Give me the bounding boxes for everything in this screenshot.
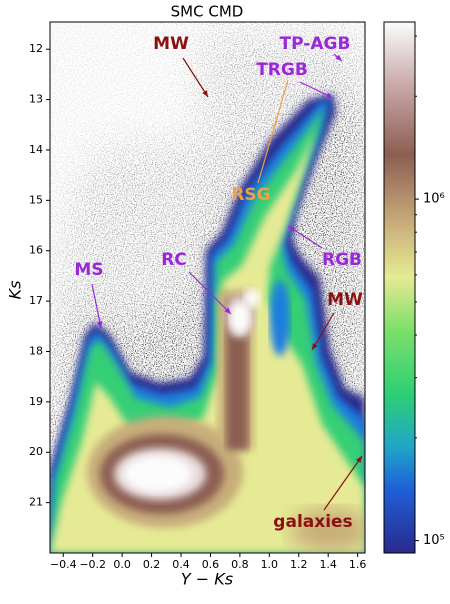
x-tick-label: 1.4 — [319, 558, 337, 571]
y-axis-label: Ks — [6, 281, 25, 300]
annotation-label: RC — [161, 250, 187, 270]
x-tick-label: 0.4 — [172, 558, 190, 571]
colorbar — [383, 21, 416, 554]
annotation-label: MS — [74, 260, 103, 280]
y-tick-label: 14 — [29, 143, 43, 156]
annotation-arrow — [188, 271, 232, 315]
x-tick-label: 0.0 — [113, 558, 131, 571]
annotation-arrow — [311, 312, 335, 351]
y-tick-label: 18 — [29, 344, 43, 357]
annotation-arrowhead — [326, 92, 333, 98]
y-tick-label: 15 — [29, 193, 43, 206]
annotation-arrow — [91, 283, 102, 329]
annotation-label: galaxies — [273, 512, 352, 532]
x-tick-label: 1.0 — [261, 558, 279, 571]
annotation-arrowhead — [356, 456, 362, 463]
x-tick-label: 1.6 — [349, 558, 367, 571]
annotation-arrow — [323, 455, 363, 511]
y-tick-label: 12 — [29, 42, 43, 55]
annotation-label: RGB — [322, 250, 362, 270]
x-tick-label: −0.2 — [79, 558, 106, 571]
y-tick-label: 16 — [29, 244, 43, 257]
annotation-arrowhead — [335, 54, 342, 61]
y-tick-label: 19 — [29, 395, 43, 408]
y-tick-label: 17 — [29, 294, 43, 307]
annotation-label: MW — [153, 34, 189, 54]
annotation-label: MW — [327, 290, 363, 310]
x-axis-label: Y − Ks — [181, 570, 233, 589]
density-map — [50, 22, 365, 553]
y-tick-label: 20 — [29, 445, 43, 458]
x-tick-label: −0.4 — [50, 558, 77, 571]
x-tick-label: 0.2 — [143, 558, 161, 571]
annotation-arrowhead — [312, 343, 318, 350]
annotations: MW TP-AGB TRGB RSG RC MS RGB MW galaxies — [74, 34, 363, 532]
x-tick-label: 0.8 — [231, 558, 249, 571]
y-tick-label: 13 — [29, 93, 43, 106]
annotation-label: RSG — [231, 185, 270, 205]
colorbar-tick-label: 10⁶ — [423, 192, 445, 207]
annotation-arrowhead — [224, 307, 231, 314]
plot-frame — [49, 21, 366, 554]
x-tick-label: 0.6 — [202, 558, 220, 571]
annotation-arrowhead — [202, 90, 208, 97]
annotation-label: TRGB — [256, 60, 308, 80]
chart-title: SMC CMD — [171, 3, 244, 21]
x-tick-label: 1.2 — [290, 558, 308, 571]
annotation-arrow — [257, 79, 289, 184]
annotation-arrow — [287, 225, 323, 249]
annotation-arrowhead — [97, 321, 103, 328]
colorbar-tick-label: 10⁵ — [423, 533, 445, 548]
annotation-label: TP-AGB — [280, 34, 351, 54]
annotation-arrowhead — [288, 226, 295, 232]
y-tick-label: 21 — [29, 496, 43, 509]
annotation-arrow — [182, 57, 209, 98]
